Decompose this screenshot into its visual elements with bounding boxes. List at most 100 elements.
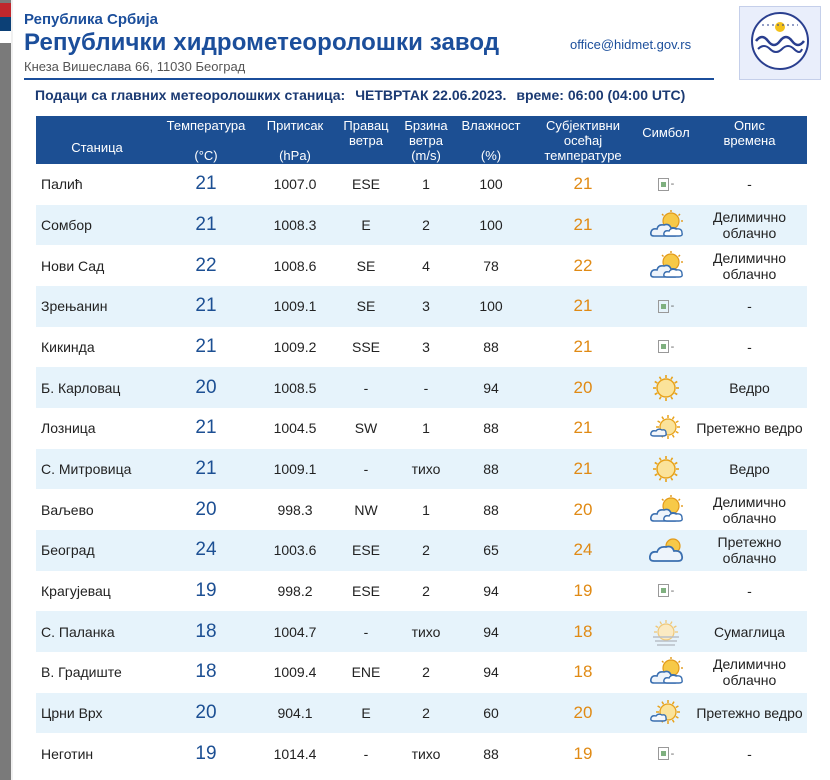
- station-name: В. Градиште: [41, 664, 122, 681]
- wind-speed-value: тихо: [411, 623, 441, 640]
- col-dir-label-2: ветра: [349, 133, 383, 148]
- subtitle-text: Подаци са главних метеоролошких станица:: [35, 87, 346, 103]
- wind-direction-value: SW: [354, 420, 378, 437]
- mostly-cloudy-icon: [648, 535, 684, 565]
- temperature-value: 20: [195, 498, 217, 520]
- station-name: Палић: [41, 176, 83, 193]
- weather-description: -: [747, 582, 752, 599]
- wind-direction-value: -: [363, 379, 369, 396]
- pressure-value: 1009.4: [273, 664, 317, 681]
- wind-direction-value: E: [361, 704, 371, 721]
- col-wind-label-2: ветра: [409, 133, 443, 148]
- pressure-value: 998.3: [277, 501, 313, 518]
- weather-description: Делимично облачно: [712, 656, 787, 689]
- rhmz-logo[interactable]: [739, 6, 821, 80]
- col-press-label: Притисак: [266, 118, 324, 133]
- feels-like-value: 20: [573, 702, 593, 722]
- temperature-value: 22: [195, 254, 217, 276]
- feels-like-value: 22: [573, 255, 593, 275]
- weather-description: -: [747, 176, 752, 193]
- weather-description: -: [747, 338, 752, 355]
- table-row: Ваљево 20 998.3 NW 1 88 20 Делимично облачно: [36, 489, 807, 530]
- humidity-value: 100: [479, 176, 503, 193]
- table-row: Б. Карловац 20 1008.5 - - 94 20 Ведро: [36, 367, 807, 408]
- address-text: Кнеза Вишеслава 66, 11030 Београд: [24, 59, 246, 74]
- table-row: Палић 21 1007.0 ESE 1 100 21 - -: [36, 164, 807, 205]
- weather-symbol-cell: [640, 693, 692, 734]
- feels-like-value: 21: [573, 214, 593, 234]
- feels-like-value: 18: [573, 621, 593, 641]
- pressure-value: 904.1: [277, 704, 313, 721]
- pressure-value: 1008.6: [273, 257, 317, 274]
- weather-symbol-cell: [640, 449, 692, 490]
- temperature-value: 21: [195, 335, 217, 357]
- weather-description: Делимично облачно: [712, 249, 787, 282]
- email-link[interactable]: office@hidmet.gov.rs: [570, 37, 692, 52]
- site-header: Република Србија Републички хидрометеоро…: [13, 0, 830, 80]
- pressure-value: 1009.1: [273, 460, 317, 477]
- mostly-clear-icon: [649, 413, 683, 443]
- temperature-value: 19: [195, 742, 217, 764]
- feels-like-value: 21: [573, 174, 593, 194]
- col-symbol-label: Симбол: [642, 125, 690, 140]
- table-row: Лозница 21 1004.5 SW 1 88 21 Претежно ведро: [36, 408, 807, 449]
- wind-direction-value: E: [361, 216, 371, 233]
- temperature-value: 18: [195, 661, 217, 683]
- col-description: Опис времена: [692, 116, 807, 164]
- wind-speed-value: 4: [422, 257, 430, 274]
- wind-speed-value: 1: [422, 501, 430, 518]
- wind-speed-value: тихо: [411, 460, 441, 477]
- col-wind-label-1: Брзина: [404, 118, 448, 133]
- partly-cloudy-icon: [649, 250, 683, 281]
- weather-symbol-cell: [640, 489, 692, 530]
- table-header: Станица Температура (°C) Притисак (hPa) …: [36, 116, 807, 164]
- station-name: Сомбор: [41, 216, 92, 233]
- weather-symbol-cell: [640, 652, 692, 693]
- table-row: В. Градиште 18 1009.4 ENE 2 94 18 Делимично обл…: [36, 652, 807, 693]
- wind-speed-value: 2: [422, 704, 430, 721]
- weather-symbol-cell: -: [640, 327, 692, 368]
- temperature-value: 21: [195, 457, 217, 479]
- pressure-value: 1008.5: [273, 379, 317, 396]
- humidity-value: 94: [483, 582, 499, 599]
- feels-like-value: 21: [573, 296, 593, 316]
- wind-speed-value: 1: [422, 420, 430, 437]
- mostly-clear-icon: [649, 698, 683, 728]
- weather-symbol-cell: -: [640, 733, 692, 774]
- wind-speed-value: 3: [422, 338, 430, 355]
- stations-table: Станица Температура (°C) Притисак (hPa) …: [36, 116, 807, 774]
- col-dir-label-1: Правац: [343, 118, 389, 133]
- humidity-value: 100: [479, 216, 503, 233]
- temperature-value: 20: [195, 701, 217, 723]
- col-symbol: Симбол: [640, 116, 692, 164]
- wind-speed-value: 2: [422, 582, 430, 599]
- col-feel-label-1: Субјективни: [546, 118, 620, 133]
- col-wind-unit: (m/s): [411, 148, 441, 163]
- station-name: Крагујевац: [41, 582, 111, 599]
- weather-symbol-cell: -: [640, 571, 692, 612]
- station-name: Лозница: [41, 420, 96, 437]
- weather-symbol-cell: -: [640, 286, 692, 327]
- humidity-value: 60: [483, 704, 499, 721]
- temperature-value: 21: [195, 417, 217, 439]
- feels-like-value: 20: [573, 499, 593, 519]
- wind-direction-value: ESE: [351, 542, 380, 559]
- humidity-value: 88: [483, 501, 499, 518]
- institution-title[interactable]: Републички хидрометеоролошки завод: [24, 29, 500, 56]
- wind-direction-value: SSE: [351, 338, 380, 355]
- humidity-value: 88: [483, 338, 499, 355]
- broken-image-icon: -: [657, 340, 674, 354]
- wind-speed-value: -: [423, 379, 429, 396]
- col-wind-direction: Правац ветра: [336, 116, 396, 164]
- wind-speed-value: 3: [422, 298, 430, 315]
- wind-speed-value: тихо: [411, 745, 441, 762]
- temperature-value: 20: [195, 376, 217, 398]
- temperature-value: 21: [195, 295, 217, 317]
- pressure-value: 998.2: [277, 582, 313, 599]
- feels-like-value: 20: [573, 377, 593, 397]
- temperature-value: 21: [195, 173, 217, 195]
- weather-description: -: [747, 745, 752, 762]
- pressure-value: 1003.6: [273, 542, 317, 559]
- station-name: Зрењанин: [41, 298, 108, 315]
- weather-description: Претежно ведро: [696, 704, 803, 721]
